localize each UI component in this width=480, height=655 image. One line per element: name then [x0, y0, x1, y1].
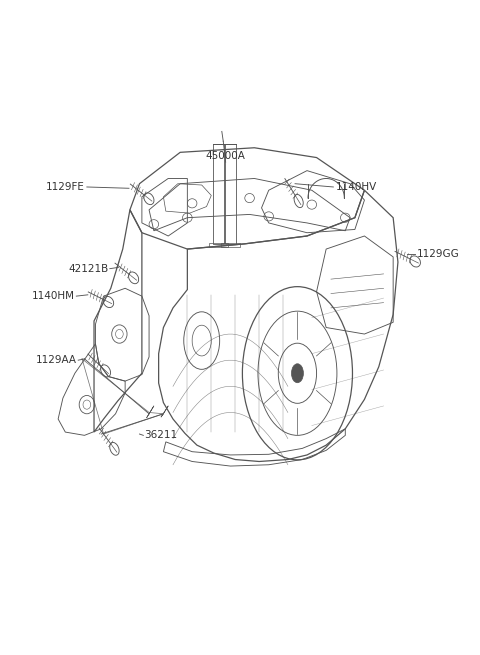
Text: 45000A: 45000A [206, 151, 246, 161]
Text: 1140HV: 1140HV [336, 182, 377, 192]
Text: 42121B: 42121B [68, 264, 108, 274]
Text: 1129AA: 1129AA [36, 355, 77, 365]
Ellipse shape [291, 364, 303, 383]
Text: 1129FE: 1129FE [46, 182, 84, 192]
Text: 36211: 36211 [144, 430, 178, 440]
Text: 1140HM: 1140HM [32, 291, 75, 301]
Text: 1129GG: 1129GG [417, 250, 460, 259]
